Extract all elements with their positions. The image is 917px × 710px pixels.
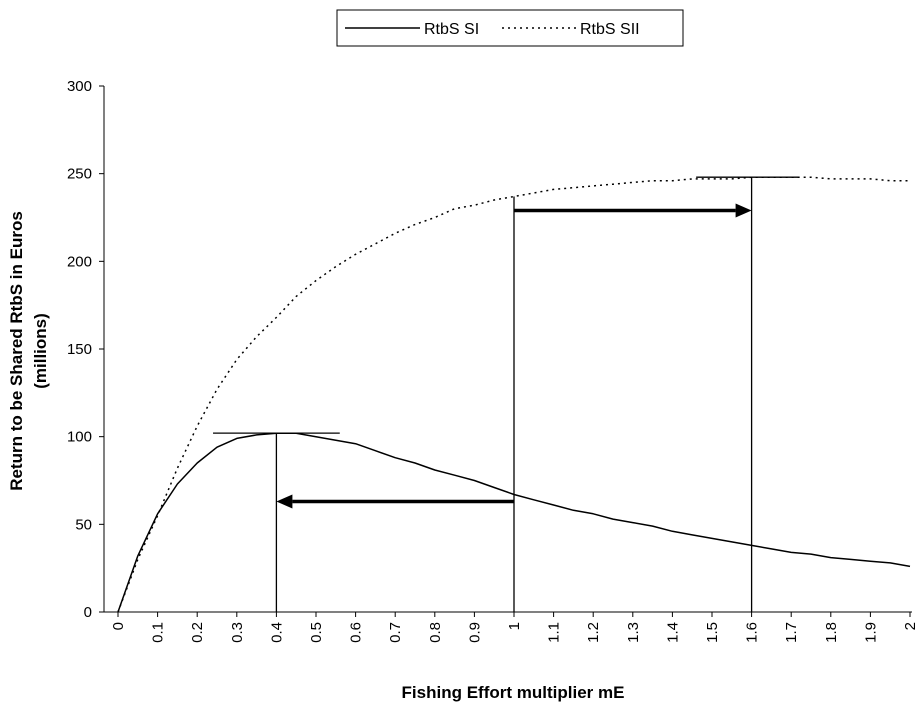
x-tick-label: 1.3 xyxy=(625,622,642,643)
x-tick-label: 0 xyxy=(110,622,127,630)
x-tick-label: 0.4 xyxy=(268,622,285,643)
y-axis-title-line1: Return to be Shared RtbS in Euros xyxy=(7,211,26,491)
y-tick-label: 50 xyxy=(75,516,92,533)
x-tick-label: 1.8 xyxy=(823,622,840,643)
y-tick-label: 250 xyxy=(67,166,92,183)
x-tick-label: 0.6 xyxy=(348,622,365,643)
x-tick-label: 1.9 xyxy=(862,622,879,643)
legend-label-series-1: RtbS SI xyxy=(424,21,479,38)
x-tick-label: 1.7 xyxy=(783,622,800,643)
x-tick-label: 0.3 xyxy=(229,622,246,643)
y-tick-label: 200 xyxy=(67,253,92,270)
x-tick-label: 2 xyxy=(902,622,917,630)
x-tick-label: 0.8 xyxy=(427,622,444,643)
x-axis-title: Fishing Effort multiplier mE xyxy=(402,683,625,702)
x-tick-label: 0.5 xyxy=(308,622,325,643)
series-lines xyxy=(117,176,911,613)
arrow-head xyxy=(276,494,293,509)
legend: RtbS SI RtbS SII xyxy=(336,9,684,47)
legend-label-series-2: RtbS SII xyxy=(580,21,640,38)
x-tick-label: 1.1 xyxy=(546,622,563,643)
y-tick-label: 100 xyxy=(67,429,92,446)
x-tick-label: 0.9 xyxy=(466,622,483,643)
y-ticks: 0 50 100 150 200 250 300 xyxy=(67,78,104,621)
x-tick-label: 0.2 xyxy=(189,622,206,643)
x-tick-label: 0.7 xyxy=(387,622,404,643)
annotations xyxy=(213,176,800,612)
x-tick-label: 1.6 xyxy=(744,622,761,643)
x-tick-label: 1.4 xyxy=(664,622,681,643)
x-tick-label: 0.1 xyxy=(150,622,167,643)
y-tick-label: 0 xyxy=(84,604,92,621)
y-tick-label: 150 xyxy=(67,341,92,358)
arrow-head xyxy=(735,203,752,218)
x-ticks: 0 0.1 0.2 0.3 0.4 0.5 0.6 0.7 0.8 0.9 1 1.1 1.2 1.3 1.… xyxy=(110,612,917,643)
x-tick-label: 1 xyxy=(506,622,523,630)
y-axis-title-line2: (millions) xyxy=(31,313,50,389)
series-line-1 xyxy=(117,432,911,613)
y-tick-label: 300 xyxy=(67,78,92,95)
x-tick-label: 1.2 xyxy=(585,622,602,643)
x-tick-label: 1.5 xyxy=(704,622,721,643)
